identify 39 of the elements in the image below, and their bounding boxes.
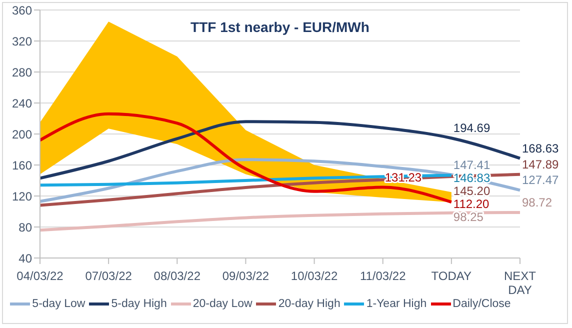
legend-label: 5-day High (110, 298, 167, 310)
y-tick-label: 360 (12, 3, 32, 18)
y-tick-label: 320 (12, 34, 32, 48)
x-tick-label: 04/03/22 (16, 269, 64, 283)
x-tick-label: 09/03/22 (222, 269, 270, 283)
line-series (38, 172, 522, 207)
y-tick-label: 240 (12, 96, 32, 110)
x-tick-label: 10/03/22 (290, 269, 338, 283)
y-tick-label: 280 (12, 65, 32, 80)
legend-label: 20-day Low (192, 298, 252, 310)
legend-label: 5-day Low (31, 298, 86, 310)
y-tick-label: 80 (18, 220, 32, 234)
x-tick-label: TODAY (431, 269, 472, 283)
data-label: 112.20 (453, 196, 490, 211)
data-label: 98.25 (453, 210, 484, 224)
y-tick-label: 120 (12, 189, 32, 204)
x-tick-label: 08/03/22 (154, 269, 201, 283)
x-tick-label: NEXT DAY (504, 269, 537, 297)
legend-label: 20-day High (277, 298, 340, 310)
data-label: 98.72 (522, 195, 552, 210)
line-series (38, 112, 453, 204)
data-label: 127.47 (522, 173, 560, 188)
data-label: 147.41 (453, 158, 490, 172)
data-label: 147.89 (522, 157, 560, 172)
line-series (38, 210, 522, 232)
line-series (38, 174, 453, 187)
data-label: 145.20 (453, 184, 490, 198)
data-label: 194.69 (453, 121, 490, 136)
x-tick-label: 11/03/22 (360, 269, 406, 283)
text: TTF 1st nearby - EUR/MWh (190, 19, 370, 35)
data-label: 146.83 (453, 170, 490, 185)
data-label: 168.63 (522, 141, 560, 156)
y-tick-label: 40 (18, 251, 32, 266)
data-label: 131.23 (384, 170, 422, 184)
y-tick-label: 200 (12, 127, 32, 142)
y-tick-label: 160 (12, 158, 32, 172)
x-tick-label: 07/03/22 (85, 269, 132, 283)
legend-label: 1-Year High (365, 298, 427, 310)
legend-label: Daily/Close (452, 298, 511, 310)
